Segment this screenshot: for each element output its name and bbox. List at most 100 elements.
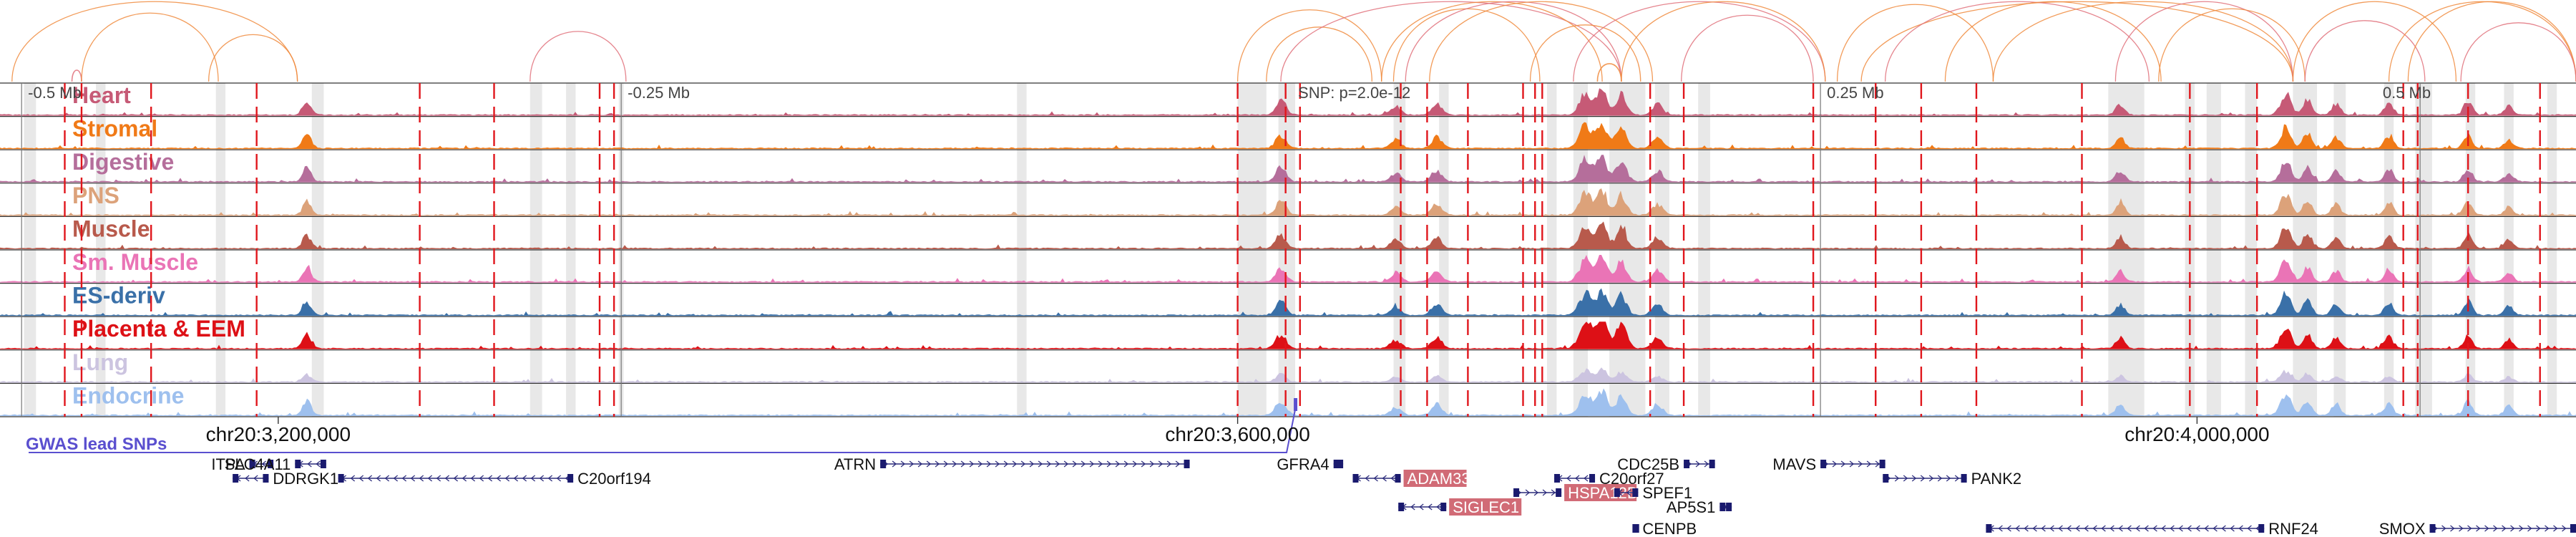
gene-adam33: ADAM33 bbox=[1352, 470, 1470, 488]
track-label: ES-deriv bbox=[72, 283, 165, 309]
gene-label: C20orf194 bbox=[577, 470, 651, 488]
loop-arc bbox=[2460, 22, 2576, 82]
strand-arrow bbox=[2092, 525, 2097, 532]
strand-arrow bbox=[1832, 460, 1838, 468]
strand-arrow bbox=[444, 475, 450, 482]
strand-arrow bbox=[2067, 525, 2072, 532]
track-stromal: Stromal bbox=[0, 116, 2576, 150]
gene-exon bbox=[233, 474, 239, 483]
strand-arrow bbox=[900, 460, 906, 468]
loop-arc bbox=[1681, 14, 1814, 82]
strand-arrow bbox=[1840, 460, 1846, 468]
strand-arrow bbox=[1533, 489, 1539, 496]
loop-arc bbox=[1429, 1, 1654, 82]
chromatin-loops bbox=[11, 1, 2576, 82]
gene-label: DDRGK1 bbox=[273, 470, 338, 488]
loop-arc bbox=[1884, 1, 2150, 82]
loop-arc bbox=[11, 1, 298, 82]
strand-arrow bbox=[1149, 460, 1155, 468]
strand-arrow bbox=[513, 475, 519, 482]
strand-arrow bbox=[2221, 525, 2226, 532]
strand-arrow bbox=[2204, 525, 2209, 532]
strand-arrow bbox=[504, 475, 510, 482]
strand-arrow bbox=[556, 475, 562, 482]
loop-arc bbox=[1405, 1, 1622, 82]
strand-arrow bbox=[2144, 525, 2149, 532]
strand-arrow bbox=[1089, 460, 1095, 468]
strand-arrow bbox=[1072, 460, 1078, 468]
strand-arrow bbox=[2127, 525, 2132, 532]
gene-exon bbox=[1632, 524, 1639, 533]
loop-arc bbox=[530, 31, 627, 82]
track-endocrine: Endocrine bbox=[0, 382, 2576, 416]
strand-arrow bbox=[522, 475, 527, 482]
strand-arrow bbox=[1419, 503, 1424, 511]
track-label: Sm. Muscle bbox=[72, 249, 198, 275]
loop-arc bbox=[1621, 1, 1826, 82]
strand-arrow bbox=[2032, 525, 2037, 532]
gene-exon bbox=[268, 460, 274, 468]
strand-arrow bbox=[1428, 503, 1433, 511]
strand-arrow bbox=[926, 460, 932, 468]
track-signal bbox=[0, 88, 2576, 116]
gene-exon bbox=[1589, 474, 1596, 483]
gene-siglec1: SIGLEC1 bbox=[1398, 498, 1522, 516]
strand-arrow bbox=[1566, 475, 1571, 482]
track-label: Digestive bbox=[72, 149, 174, 175]
strand-arrow bbox=[539, 475, 545, 482]
gene-exon bbox=[2258, 524, 2265, 533]
strand-arrow bbox=[1695, 460, 1701, 468]
strand-arrow bbox=[487, 475, 493, 482]
gene-label: SPEF1 bbox=[1642, 484, 1692, 502]
strand-arrow bbox=[1123, 460, 1129, 468]
strand-arrow bbox=[943, 460, 949, 468]
top-tick-label: 0.5 Mb bbox=[2383, 84, 2431, 102]
strand-arrow bbox=[1166, 460, 1172, 468]
track-es-deriv: ES-deriv bbox=[0, 283, 2576, 316]
strand-arrow bbox=[2118, 525, 2123, 532]
gene-exon bbox=[2570, 524, 2576, 533]
strand-arrow bbox=[1525, 489, 1531, 496]
gene-exon bbox=[295, 460, 301, 468]
strand-arrow bbox=[261, 460, 266, 468]
strand-arrow bbox=[2476, 525, 2481, 532]
gene-label: AP5S1 bbox=[1667, 498, 1716, 516]
gene-highlight bbox=[1403, 470, 1467, 487]
strand-arrow bbox=[2527, 525, 2532, 532]
gene-c20orf27: C20orf27 bbox=[1554, 470, 1664, 488]
gene-exon bbox=[1883, 474, 1889, 483]
track-label: Stromal bbox=[72, 116, 157, 142]
strand-arrow bbox=[453, 475, 459, 482]
loop-arc bbox=[81, 12, 219, 82]
track-label: PNS bbox=[72, 183, 119, 208]
strand-arrow bbox=[1029, 460, 1035, 468]
strand-arrow bbox=[2553, 525, 2558, 532]
strand-arrow bbox=[2015, 525, 2020, 532]
strand-arrow bbox=[1382, 475, 1387, 482]
strand-arrow bbox=[935, 460, 940, 468]
strand-arrow bbox=[307, 460, 312, 468]
track-sm-muscle: Sm. Muscle bbox=[0, 249, 2576, 283]
loop-arc bbox=[1573, 1, 1826, 82]
strand-arrow bbox=[530, 475, 536, 482]
strand-arrow bbox=[1946, 475, 1951, 482]
gene-label: ATRN bbox=[834, 455, 876, 473]
strand-arrow bbox=[427, 475, 433, 482]
strand-arrow bbox=[2450, 525, 2455, 532]
bottom-tick-label: chr20:3,600,000 bbox=[1165, 423, 1309, 445]
strand-arrow bbox=[1063, 460, 1069, 468]
track-label: Placenta & EEM bbox=[72, 316, 245, 342]
strand-arrow bbox=[2459, 525, 2464, 532]
top-tick-label: -0.5 Mb bbox=[28, 84, 82, 102]
gene-exon bbox=[1184, 460, 1190, 468]
gene-exon bbox=[1398, 503, 1405, 511]
strand-arrow bbox=[1903, 475, 1908, 482]
strand-arrow bbox=[2170, 525, 2175, 532]
track-label: Lung bbox=[72, 349, 128, 375]
gene-exon bbox=[1440, 503, 1447, 511]
loop-arc bbox=[2388, 1, 2576, 82]
strand-arrow bbox=[2536, 525, 2541, 532]
loop-arc bbox=[1280, 1, 1622, 82]
strand-arrow bbox=[1098, 460, 1103, 468]
